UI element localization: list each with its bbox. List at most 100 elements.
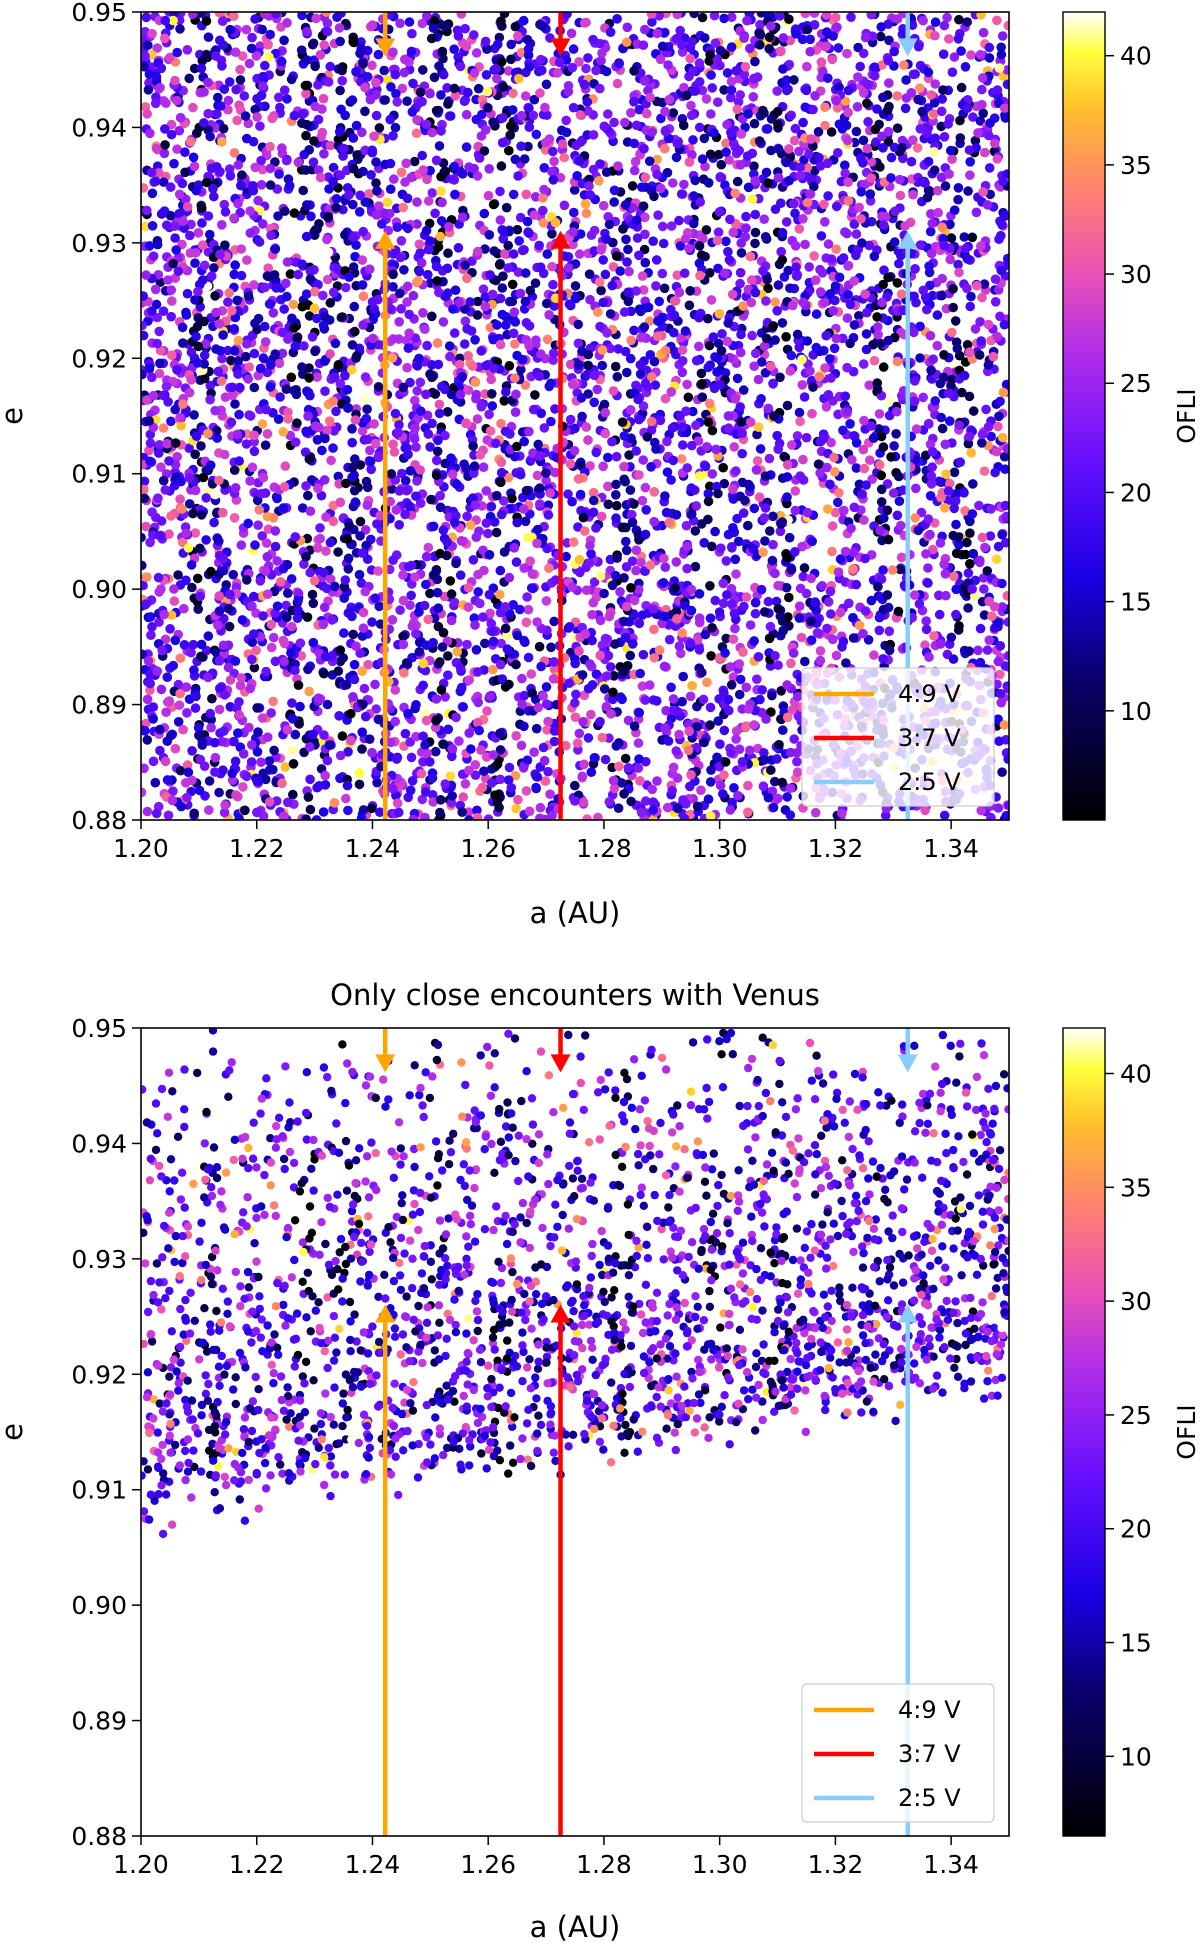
scatter-point	[821, 402, 832, 412]
scatter-point	[549, 301, 560, 311]
scatter-point	[214, 12, 225, 18]
scatter-point	[434, 408, 445, 419]
scatter-point	[332, 12, 342, 22]
scatter-point	[261, 404, 271, 415]
scatter-point	[447, 751, 457, 762]
scatter-point	[817, 268, 828, 278]
scatter-point	[535, 802, 546, 813]
scatter-point	[233, 198, 243, 209]
scatter-point	[450, 285, 461, 296]
scatter-point	[402, 96, 412, 106]
scatter-point	[536, 349, 546, 359]
scatter-point	[612, 13, 622, 24]
scatter-point	[141, 221, 151, 232]
scatter-point	[510, 407, 521, 418]
scatter-point	[736, 329, 746, 340]
scatter-point	[500, 249, 510, 259]
scatter-point	[954, 350, 965, 361]
scatter-point	[927, 462, 937, 472]
scatter-point	[354, 207, 365, 217]
scatter-point	[713, 227, 724, 237]
scatter-point	[983, 422, 994, 432]
scatter-point	[274, 358, 285, 369]
scatter-point	[468, 493, 478, 503]
scatter-point	[973, 645, 983, 656]
scatter-point	[333, 666, 344, 676]
scatter-point	[565, 300, 576, 311]
scatter-point	[764, 633, 775, 644]
scatter-point	[539, 755, 550, 766]
scatter-point	[337, 76, 348, 86]
scatter-point	[142, 109, 152, 119]
scatter-point	[457, 807, 468, 817]
scatter-point	[449, 175, 460, 185]
scatter-point	[214, 656, 225, 666]
scatter-point	[248, 136, 259, 147]
scatter-point	[986, 431, 996, 442]
scatter-point	[800, 102, 811, 112]
scatter-point	[535, 499, 545, 509]
scatter-point	[180, 147, 190, 157]
scatter-point	[358, 166, 368, 177]
scatter-point	[831, 201, 842, 212]
scatter-point	[750, 227, 761, 238]
scatter-point	[471, 114, 482, 125]
scatter-point	[301, 165, 311, 175]
scatter-point	[982, 566, 993, 576]
scatter-point	[395, 18, 405, 29]
scatter-point	[810, 275, 821, 286]
scatter-point	[277, 143, 287, 153]
scatter-point	[932, 340, 943, 351]
scatter-point	[193, 228, 204, 238]
scatter-point	[889, 237, 900, 247]
scatter-point	[538, 205, 548, 216]
scatter-point	[871, 137, 881, 147]
scatter-point	[843, 107, 853, 118]
scatter-point	[579, 759, 589, 770]
scatter-point	[790, 208, 800, 219]
scatter-point	[632, 233, 643, 243]
scatter-point	[815, 436, 826, 447]
scatter-point	[886, 152, 897, 163]
scatter-point	[735, 267, 746, 278]
scatter-point	[285, 430, 296, 441]
scatter-point	[774, 739, 784, 750]
scatter-point	[634, 250, 644, 261]
scatter-point	[515, 604, 525, 615]
scatter-point	[800, 656, 810, 667]
scatter-point	[654, 645, 665, 655]
scatter-point	[830, 507, 841, 518]
scatter-point	[526, 583, 537, 593]
scatter-point	[247, 462, 258, 473]
scatter-point	[627, 556, 638, 566]
scatter-point	[887, 565, 898, 575]
scatter-point	[582, 369, 592, 380]
scatter-point	[347, 95, 358, 105]
scatter-point	[175, 24, 185, 34]
scatter-point	[343, 805, 353, 816]
scatter-point	[263, 39, 273, 50]
scatter-point	[852, 102, 863, 112]
scatter-point	[547, 810, 557, 820]
scatter-point	[884, 35, 894, 46]
scatter-point	[141, 649, 147, 660]
scatter-point	[716, 346, 727, 356]
scatter-point	[478, 284, 489, 295]
scatter-point	[348, 163, 359, 174]
scatter-point	[925, 439, 936, 450]
scatter-point	[979, 584, 989, 594]
scatter-point	[830, 12, 841, 23]
scatter-point	[360, 394, 371, 405]
scatter-point	[328, 443, 338, 453]
scatter-point	[603, 212, 613, 222]
scatter-point	[485, 608, 495, 619]
scatter-point	[357, 280, 368, 290]
scatter-point	[820, 217, 830, 227]
scatter-point	[262, 552, 273, 562]
scatter-point	[279, 811, 289, 820]
scatter-point	[374, 601, 385, 612]
scatter-point	[214, 704, 225, 715]
scatter-point	[510, 317, 521, 327]
scatter-point	[425, 165, 435, 176]
scatter-point	[523, 141, 533, 152]
